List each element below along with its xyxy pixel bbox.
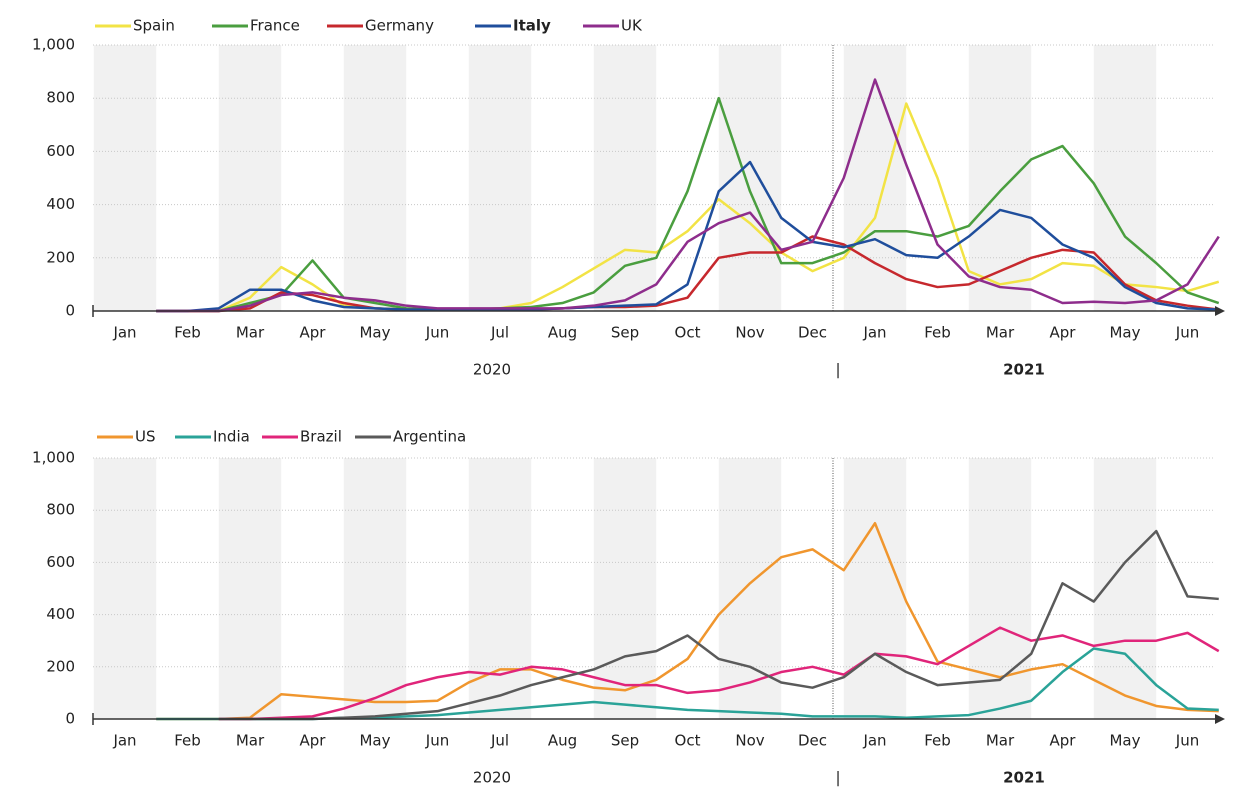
month-band (218, 45, 282, 311)
x-tick-label: Dec (798, 324, 827, 342)
x-tick-label: Sep (611, 324, 639, 342)
x-tick-label: Jan (862, 732, 886, 750)
x-tick-label: Apr (300, 732, 327, 750)
y-tick-label: 1,000 (32, 36, 75, 54)
legend-label: Italy (513, 17, 551, 35)
x-tick-label: Mar (986, 324, 1015, 342)
x-tick-label: Jan (112, 732, 136, 750)
x-tick-label: Apr (300, 324, 327, 342)
month-band (718, 458, 782, 719)
y-tick-label: 600 (46, 553, 75, 571)
month-band (968, 45, 1032, 311)
x-tick-label: Jun (1175, 732, 1199, 750)
y-tick-label: 200 (46, 248, 75, 266)
month-band (968, 458, 1032, 719)
x-tick-label: Jun (1175, 324, 1199, 342)
y-tick-label: 600 (46, 142, 75, 160)
y-tick-label: 400 (46, 605, 75, 623)
x-tick-label: Mar (236, 324, 265, 342)
year-label: | (835, 361, 840, 379)
legend-label: Brazil (300, 428, 342, 446)
month-band (718, 45, 782, 311)
x-tick-label: Feb (174, 324, 201, 342)
x-tick-label: Mar (986, 732, 1015, 750)
legend-label: US (135, 428, 156, 446)
x-tick-label: Apr (1050, 324, 1077, 342)
y-tick-label: 400 (46, 195, 75, 213)
x-tick-label: Jun (425, 732, 449, 750)
y-tick-label: 0 (65, 710, 75, 728)
month-band (343, 458, 407, 719)
month-band (843, 458, 907, 719)
y-tick-label: 200 (46, 657, 75, 675)
series-line (156, 160, 1219, 313)
x-tick-label: Mar (236, 732, 265, 750)
month-band (593, 45, 657, 311)
month-band (468, 45, 532, 311)
x-tick-label: Jan (862, 324, 886, 342)
x-tick-label: Feb (924, 324, 951, 342)
month-band (593, 458, 657, 719)
month-band (93, 45, 157, 311)
y-tick-label: 0 (65, 302, 75, 320)
x-tick-label: Jan (112, 324, 136, 342)
series-line (156, 78, 1220, 313)
year-label: 2020 (473, 769, 511, 787)
legend-label: Spain (133, 17, 175, 35)
x-tick-label: Jul (490, 732, 509, 750)
x-tick-label: May (1109, 324, 1140, 342)
series-line (218, 529, 1219, 721)
x-tick-label: May (359, 732, 390, 750)
x-tick-label: Feb (174, 732, 201, 750)
month-band (843, 45, 907, 311)
month-band (218, 458, 282, 719)
x-tick-label: Jul (490, 324, 509, 342)
series-line (156, 102, 1220, 313)
y-tick-label: 800 (46, 501, 75, 519)
month-band (343, 45, 407, 311)
year-label: | (835, 769, 840, 787)
axis-arrow (1215, 306, 1225, 316)
x-tick-label: Nov (735, 324, 764, 342)
series-line (156, 522, 1219, 721)
x-tick-label: May (359, 324, 390, 342)
legend-label: Germany (365, 17, 434, 35)
series-line (156, 235, 1219, 313)
x-tick-label: Nov (735, 732, 764, 750)
x-tick-label: Apr (1050, 732, 1077, 750)
legend-label: India (213, 428, 250, 446)
series-line (218, 626, 1220, 721)
series-line (156, 96, 1220, 313)
legend-label: UK (621, 17, 643, 35)
month-band (93, 458, 157, 719)
axis-arrow (1215, 714, 1225, 724)
x-tick-label: Dec (798, 732, 827, 750)
year-label: 2021 (1003, 769, 1045, 787)
x-tick-label: Oct (675, 732, 701, 750)
x-tick-label: Oct (675, 324, 701, 342)
y-tick-label: 800 (46, 89, 75, 107)
x-tick-label: Sep (611, 732, 639, 750)
year-label: 2021 (1003, 361, 1045, 379)
x-tick-label: Aug (548, 324, 577, 342)
year-label: 2020 (473, 361, 511, 379)
x-tick-label: Aug (548, 732, 577, 750)
x-tick-label: May (1109, 732, 1140, 750)
y-tick-label: 1,000 (32, 449, 75, 467)
x-tick-label: Jun (425, 324, 449, 342)
x-tick-label: Feb (924, 732, 951, 750)
legend-label: Argentina (393, 428, 466, 446)
legend-label: France (250, 17, 300, 35)
